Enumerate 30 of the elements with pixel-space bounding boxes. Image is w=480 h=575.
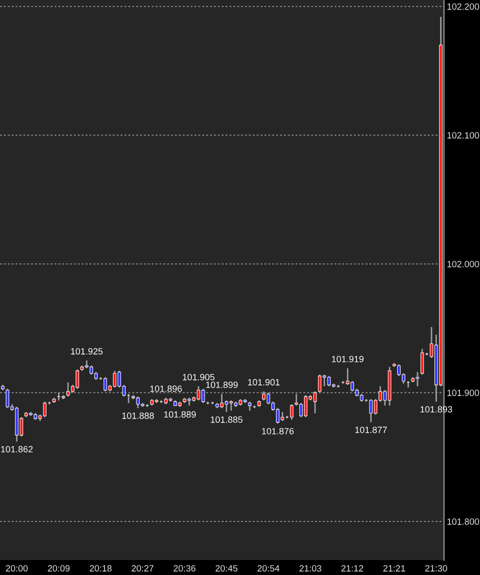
y-tick-label: 102.200 xyxy=(447,3,480,10)
x-tick-label: 21:03 xyxy=(300,565,322,572)
annotation: 101.885 xyxy=(210,416,242,423)
annotation: 101.919 xyxy=(332,356,364,362)
x-tick-label: 21:12 xyxy=(341,565,364,572)
annotation: 101.925 xyxy=(71,348,103,355)
annotation: 101.877 xyxy=(355,426,387,434)
annotation: 101.889 xyxy=(164,411,196,418)
annotation: 101.876 xyxy=(262,428,294,434)
x-tick-label: 20:27 xyxy=(132,565,154,572)
candlestick xyxy=(248,400,252,412)
x-tick-label: 20:09 xyxy=(48,565,70,572)
x-tick-label: 20:45 xyxy=(216,565,238,572)
x-tick-label: 20:36 xyxy=(174,565,196,572)
annotation: 101.893 xyxy=(420,406,452,412)
y-tick-label: 102.000 xyxy=(447,260,480,268)
x-tick-label: 21:21 xyxy=(383,565,406,572)
annotation: 101.905 xyxy=(182,374,214,380)
y-tick-label: 101.900 xyxy=(447,390,480,396)
annotation: 101.896 xyxy=(150,385,182,392)
y-tick-label: 101.800 xyxy=(447,518,480,525)
y-tick-label: 102.100 xyxy=(447,132,480,139)
x-tick-label: 21:30 xyxy=(425,565,448,572)
annotation: 101.901 xyxy=(248,379,280,386)
annotation: 101.888 xyxy=(122,412,154,419)
x-tick-label: 20:54 xyxy=(258,565,280,572)
x-tick-label: 20:18 xyxy=(90,565,112,572)
annotation: 101.862 xyxy=(1,446,33,452)
x-tick-label: 20:00 xyxy=(6,565,28,572)
annotation: 101.899 xyxy=(206,382,238,388)
